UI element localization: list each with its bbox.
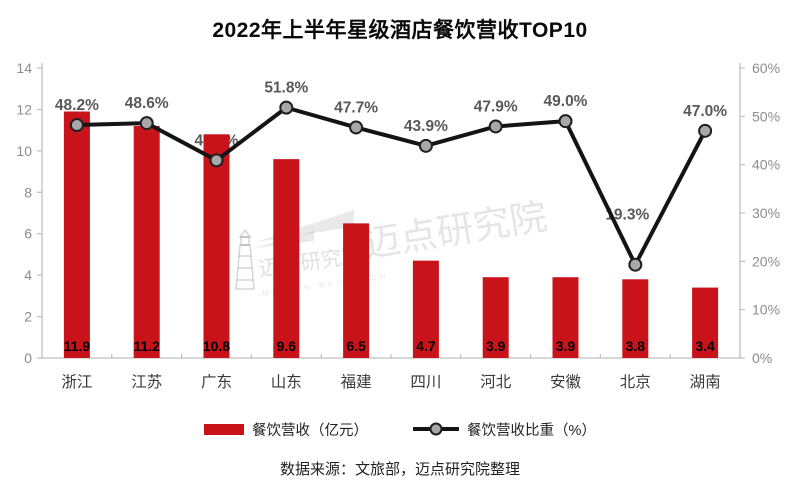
line-point-marker	[209, 153, 224, 168]
bar	[343, 223, 370, 358]
bar-legend-swatch-icon	[204, 423, 245, 435]
bar-value-label: 11.9	[64, 338, 91, 354]
line-point-label: 19.3%	[605, 207, 649, 224]
bar-value-label: 3.8	[626, 338, 646, 354]
right-axis-tick-label: 40%	[752, 157, 780, 173]
bar-value-label: 3.9	[486, 338, 506, 354]
legend-item-bar: 餐饮营收（亿元）	[204, 419, 368, 440]
category-label: 江苏	[131, 373, 162, 391]
line-series	[74, 105, 708, 267]
bar	[203, 134, 230, 358]
data-source-note: 数据来源：文旅部，迈点研究院整理	[279, 461, 520, 478]
bar-value-label: 11.2	[133, 338, 160, 354]
line-point-label: 47.9%	[474, 98, 518, 115]
right-axis-tick-label: 30%	[752, 205, 780, 221]
line-point-label: 49.0%	[544, 93, 588, 110]
chart-legend: 餐饮营收（亿元） 餐饮营收比重（%）	[0, 417, 800, 441]
bar	[133, 126, 160, 358]
legend-item-line: 餐饮营收比重（%）	[413, 419, 596, 440]
bar-value-label: 9.6	[277, 338, 297, 354]
bar-value-label: 4.7	[416, 338, 436, 354]
line-point-marker	[139, 116, 154, 131]
left-axis-tick-label: 12	[16, 101, 32, 117]
left-axis-tick-label: 8	[24, 184, 32, 200]
line-point-marker	[488, 119, 503, 134]
line-point-label: 48.2%	[55, 97, 99, 114]
bar-legend-label: 餐饮营收（亿元）	[252, 422, 369, 439]
right-axis-tick-label: 50%	[752, 108, 780, 124]
category-label: 福建	[341, 373, 372, 391]
line-point-marker	[698, 123, 713, 138]
left-axis-tick-label: 6	[24, 226, 32, 242]
left-axis-tick-label: 10	[16, 143, 32, 159]
bar-value-label: 6.5	[346, 338, 366, 354]
category-label: 北京	[620, 373, 651, 391]
chart-title: 2022年上半年星级酒店餐饮营收TOP10	[212, 19, 588, 42]
line-point-marker	[558, 114, 573, 129]
category-label: 湖南	[690, 373, 721, 391]
left-axis-tick-label: 4	[24, 267, 32, 283]
bar-value-label: 10.8	[203, 338, 230, 354]
line-point-label: 51.8%	[264, 80, 308, 97]
right-axis-tick-label: 60%	[752, 60, 780, 76]
bar	[552, 277, 579, 358]
bar-value-label: 3.9	[556, 338, 576, 354]
combo-chart: 0 2 4 6 8 10 12 14 0% 10% 20% 30% 40% 50% 60% 48.2% 48.6…	[16, 60, 780, 391]
category-label: 安徽	[550, 373, 582, 391]
category-label: 浙江	[61, 373, 92, 391]
category-label: 四川	[410, 374, 441, 391]
bar	[273, 159, 300, 358]
bar	[63, 111, 90, 358]
bar-value-label: 3.4	[695, 338, 715, 354]
line-point-marker	[349, 120, 364, 135]
line-point-label: 47.0%	[683, 103, 727, 120]
bar	[692, 287, 719, 358]
line-point-label: 47.7%	[334, 99, 378, 116]
line-point-marker	[418, 138, 433, 153]
line-point-label: 43.9%	[404, 118, 448, 135]
category-label: 河北	[480, 373, 512, 391]
line-point-marker	[279, 100, 294, 115]
line-point-label: 48.6%	[125, 95, 169, 112]
bar	[412, 260, 439, 358]
category-label: 广东	[201, 373, 232, 391]
right-axis-tick-label: 10%	[752, 302, 780, 318]
category-label: 山东	[271, 373, 302, 391]
line-point-marker	[628, 257, 643, 272]
right-axis-tick-label: 0%	[752, 350, 772, 366]
left-axis-tick-label: 0	[24, 350, 32, 366]
bar	[482, 277, 509, 358]
bar	[622, 279, 649, 358]
left-axis-tick-label: 2	[24, 309, 32, 325]
line-legend-swatch-icon	[413, 422, 460, 436]
line-point-marker	[69, 118, 84, 133]
left-axis-tick-label: 14	[16, 60, 32, 76]
right-axis-tick-label: 20%	[752, 253, 780, 269]
line-legend-label: 餐饮营收比重（%）	[467, 422, 596, 439]
